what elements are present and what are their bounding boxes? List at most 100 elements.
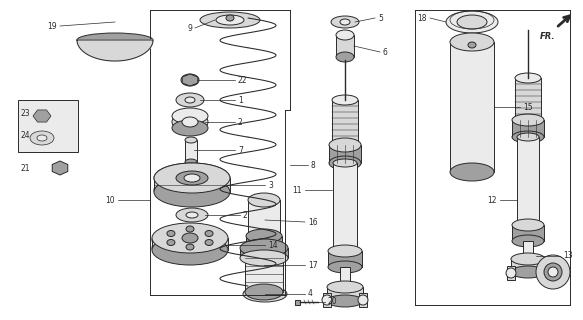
Ellipse shape <box>548 267 558 277</box>
Text: 20: 20 <box>328 298 338 307</box>
Text: 5: 5 <box>378 13 383 22</box>
Ellipse shape <box>517 221 539 229</box>
Bar <box>336 35 354 57</box>
Ellipse shape <box>331 16 359 28</box>
Ellipse shape <box>37 135 47 141</box>
Text: 2: 2 <box>243 211 248 220</box>
Ellipse shape <box>154 163 230 193</box>
Text: 16: 16 <box>308 218 318 227</box>
Ellipse shape <box>512 114 544 126</box>
Ellipse shape <box>540 268 550 278</box>
Ellipse shape <box>468 42 476 48</box>
Ellipse shape <box>544 263 562 281</box>
Bar <box>327 287 363 301</box>
Ellipse shape <box>185 137 197 143</box>
Bar <box>248 200 280 246</box>
Bar <box>332 100 358 145</box>
Bar <box>450 42 494 172</box>
Polygon shape <box>77 40 153 61</box>
Ellipse shape <box>257 290 273 298</box>
Text: 2: 2 <box>238 117 243 126</box>
Ellipse shape <box>181 74 199 86</box>
Text: 23: 23 <box>20 108 30 117</box>
Text: 4: 4 <box>308 290 313 299</box>
Ellipse shape <box>332 140 358 150</box>
Text: 13: 13 <box>563 252 573 260</box>
Ellipse shape <box>183 117 197 127</box>
Ellipse shape <box>172 108 208 124</box>
Text: 15: 15 <box>523 102 533 111</box>
Bar <box>185 140 197 162</box>
Ellipse shape <box>167 239 175 245</box>
Ellipse shape <box>77 33 153 47</box>
Bar <box>154 178 230 192</box>
Ellipse shape <box>245 284 283 300</box>
Ellipse shape <box>328 245 362 257</box>
Ellipse shape <box>332 95 358 105</box>
Ellipse shape <box>329 138 361 152</box>
Ellipse shape <box>327 281 363 293</box>
Ellipse shape <box>358 295 368 305</box>
Text: 1: 1 <box>238 95 243 105</box>
Ellipse shape <box>172 120 208 136</box>
Ellipse shape <box>185 159 197 165</box>
Ellipse shape <box>322 295 332 305</box>
Text: 6: 6 <box>383 47 388 57</box>
Ellipse shape <box>333 247 357 255</box>
Polygon shape <box>33 110 51 122</box>
Ellipse shape <box>182 117 198 127</box>
Bar <box>295 300 300 305</box>
Text: 14: 14 <box>268 241 278 250</box>
Ellipse shape <box>240 250 288 266</box>
Ellipse shape <box>172 112 208 132</box>
Bar <box>523 241 533 259</box>
Text: 21: 21 <box>20 164 30 172</box>
Ellipse shape <box>176 93 204 107</box>
Ellipse shape <box>327 295 363 307</box>
Ellipse shape <box>333 159 357 167</box>
Ellipse shape <box>511 253 545 265</box>
Ellipse shape <box>186 212 198 218</box>
Ellipse shape <box>200 12 260 28</box>
Ellipse shape <box>152 223 228 253</box>
Text: 7: 7 <box>238 146 243 155</box>
Polygon shape <box>182 74 198 86</box>
Ellipse shape <box>240 239 288 257</box>
Ellipse shape <box>154 163 230 193</box>
Polygon shape <box>359 293 367 307</box>
Text: 8: 8 <box>311 161 316 170</box>
Bar <box>177 116 203 128</box>
Ellipse shape <box>30 131 54 145</box>
Polygon shape <box>323 293 331 307</box>
Ellipse shape <box>450 163 494 181</box>
Bar <box>512 120 544 137</box>
Bar <box>152 238 228 250</box>
Bar <box>340 267 350 287</box>
Text: 17: 17 <box>308 260 318 269</box>
Ellipse shape <box>216 15 244 25</box>
Ellipse shape <box>511 266 545 278</box>
Bar <box>517 137 539 225</box>
Ellipse shape <box>446 11 498 33</box>
Ellipse shape <box>246 229 282 243</box>
Ellipse shape <box>517 133 539 141</box>
Text: 22: 22 <box>238 76 248 84</box>
Bar <box>245 250 283 292</box>
Ellipse shape <box>336 52 354 62</box>
Bar <box>18 100 78 152</box>
Ellipse shape <box>186 226 194 232</box>
Bar <box>512 225 544 241</box>
Ellipse shape <box>176 171 208 185</box>
Ellipse shape <box>243 286 287 302</box>
Ellipse shape <box>154 175 230 205</box>
Text: 11: 11 <box>293 186 302 195</box>
Ellipse shape <box>154 177 230 207</box>
Ellipse shape <box>245 242 283 258</box>
Polygon shape <box>52 161 68 175</box>
Ellipse shape <box>205 239 213 245</box>
Ellipse shape <box>205 230 213 236</box>
Ellipse shape <box>328 261 362 273</box>
Text: 9: 9 <box>187 23 192 33</box>
Ellipse shape <box>340 19 350 25</box>
Text: 3: 3 <box>268 180 273 189</box>
